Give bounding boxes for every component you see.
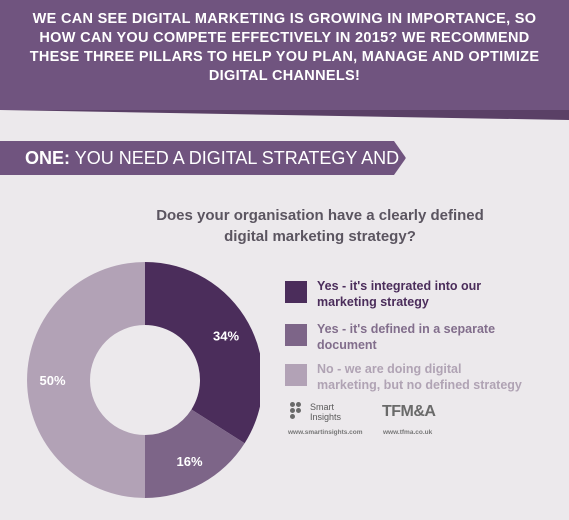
donut-slice <box>145 409 245 498</box>
smart-insights-line: Smart <box>310 402 335 412</box>
banner-text: ONE: YOU NEED A DIGITAL STRATEGY AND PLA… <box>25 148 452 168</box>
banner-title: YOU NEED A DIGITAL STRATEGY AND PLAN <box>74 148 452 168</box>
slice-value-label: 50% <box>39 373 65 388</box>
legend-label: Yes - it's defined in a separate documen… <box>317 321 557 353</box>
header-fold <box>0 110 569 120</box>
donut-chart: 34% 16% 50% <box>27 262 260 498</box>
legend-label-line: Yes - it's integrated into our <box>317 279 482 293</box>
donut-labels: 34% 16% 50% <box>39 328 239 469</box>
chart-title-line: digital marketing strategy? <box>224 228 416 245</box>
tfma-logo: TFM&A <box>382 403 436 420</box>
section-banner: ONE: YOU NEED A DIGITAL STRATEGY AND PLA… <box>0 141 406 175</box>
slice-value-label: 16% <box>177 454 203 469</box>
chart-title-line: Does your organisation have a clearly de… <box>156 207 484 224</box>
legend-swatch <box>285 281 307 303</box>
donut-slice <box>27 262 145 498</box>
legend-label-line: No - we are doing digital <box>317 362 462 376</box>
legend-label-line: marketing, but no defined strategy <box>317 378 522 392</box>
header-text: WE CAN SEE DIGITAL MARKETING IS GROWING … <box>0 10 569 86</box>
smart-insights-logo: Smart Insights <box>290 400 358 424</box>
legend-swatch <box>285 324 307 346</box>
donut-slice <box>145 262 260 444</box>
header-line: DIGITAL CHANNELS! <box>208 68 361 84</box>
legend-label: No - we are doing digital marketing, but… <box>317 361 557 393</box>
legend-label: Yes - it's integrated into our marketing… <box>317 278 557 310</box>
tfma-url: www.tfma.co.uk <box>383 429 433 436</box>
header-line: THESE THREE PILLARS TO HELP YOU PLAN, MA… <box>29 49 540 65</box>
legend-label-line: Yes - it's defined in a separate <box>317 322 496 336</box>
smart-insights-url: www.smartinsights.com <box>288 429 363 436</box>
header-line: HOW CAN YOU COMPETE EFFECTIVELY IN 2015?… <box>39 30 530 46</box>
smart-insights-wordmark: Smart Insights <box>310 402 341 422</box>
legend-label-line: document <box>317 338 377 352</box>
donut-slices <box>27 262 260 498</box>
chart-title: Does your organisation have a clearly de… <box>120 205 520 247</box>
slice-value-label: 34% <box>213 328 239 343</box>
smart-insights-line: Insights <box>310 412 342 422</box>
header-band: WE CAN SEE DIGITAL MARKETING IS GROWING … <box>0 0 569 110</box>
header-line: WE CAN SEE DIGITAL MARKETING IS GROWING … <box>32 11 537 27</box>
legend-swatch <box>285 364 307 386</box>
smart-insights-dots-icon <box>290 402 306 422</box>
legend-label-line: marketing strategy <box>317 295 429 309</box>
logos: Smart Insights TFM&A www.smartinsights.c… <box>285 400 465 440</box>
banner-number: ONE: <box>25 148 70 168</box>
